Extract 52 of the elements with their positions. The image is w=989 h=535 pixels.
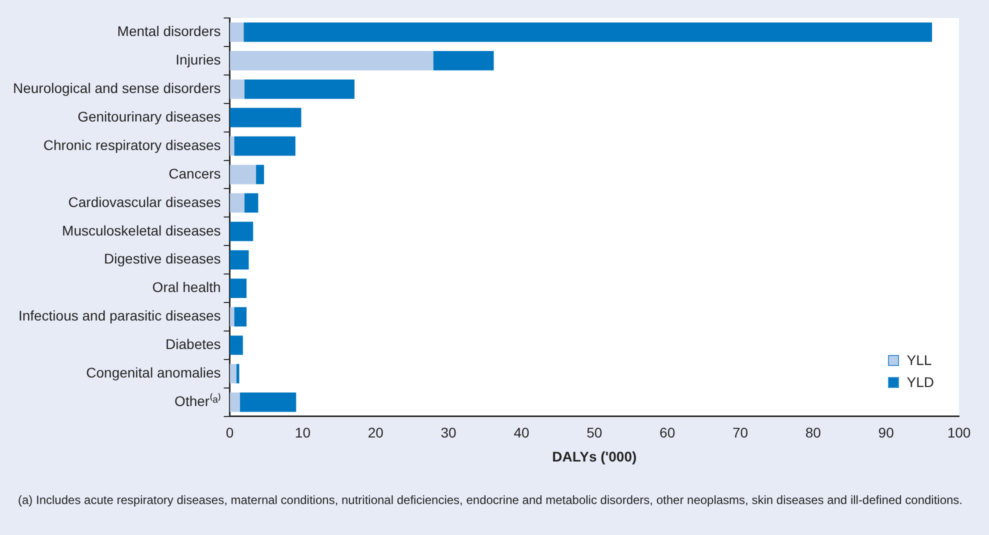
x-tick-label: 10 (294, 424, 311, 441)
bar (240, 392, 296, 412)
x-tick-label: 50 (586, 424, 602, 441)
bar (230, 136, 234, 156)
bar (230, 364, 236, 384)
y-tick-label: Oral health (152, 279, 221, 296)
bar (236, 364, 240, 384)
bar (230, 108, 302, 128)
bar (230, 278, 247, 298)
y-tick-label: Digestive diseases (104, 250, 221, 267)
x-tick-label: 20 (368, 424, 384, 441)
y-tick-label: Cardiovascular diseases (68, 194, 221, 210)
y-tick-label: Diabetes (166, 336, 221, 352)
bar (244, 193, 258, 213)
bar (433, 51, 494, 70)
bar (230, 164, 256, 184)
y-tick-label: Infectious and parasitic diseases (18, 308, 221, 324)
y-tick-label: Other⁽ᵃ⁾ (174, 393, 221, 410)
x-tick-label: 80 (805, 424, 822, 441)
x-tick-label: 30 (440, 424, 457, 441)
y-tick-label: Congenital anomalies (86, 364, 221, 381)
x-tick-label: 0 (226, 424, 234, 441)
y-tick-label: Mental disorders (117, 23, 221, 40)
bar (244, 22, 932, 42)
x-tick-label: 70 (732, 424, 748, 441)
bar (230, 79, 244, 99)
y-tick-label: Chronic respiratory diseases (43, 136, 221, 153)
bar (230, 222, 254, 242)
bar (230, 307, 234, 326)
bar (230, 336, 243, 355)
x-axis-title: DALYs ('000) (552, 448, 637, 464)
bar (230, 51, 434, 70)
x-tick-label: 100 (947, 424, 971, 441)
legend-label: YLD (906, 374, 934, 390)
bar (256, 164, 264, 184)
x-tick-label: 90 (878, 424, 894, 441)
y-tick-label: Cancers (168, 165, 221, 182)
bar (230, 22, 244, 42)
y-tick-label: Genitourinary diseases (78, 108, 221, 124)
x-tick-label: 40 (514, 424, 530, 441)
y-tick-label: Injuries (176, 52, 221, 68)
bar (230, 392, 240, 412)
bar (234, 307, 247, 326)
bar (230, 193, 244, 213)
bar (244, 79, 354, 99)
bar (230, 250, 249, 270)
y-tick-label: Musculoskeletal diseases (62, 222, 221, 238)
y-tick-label: Neurological and sense disorders (12, 80, 221, 96)
x-tick-label: 60 (660, 424, 676, 441)
text: (a) Includes acute respiratory diseases, maternal conditions, nutritional deficiencies, endocrine and metabolic disorders, other neoplasms, skin diseases and ill-defined conditions. (18, 492, 964, 508)
bar (234, 136, 296, 156)
legend-label: YLL (906, 352, 932, 368)
